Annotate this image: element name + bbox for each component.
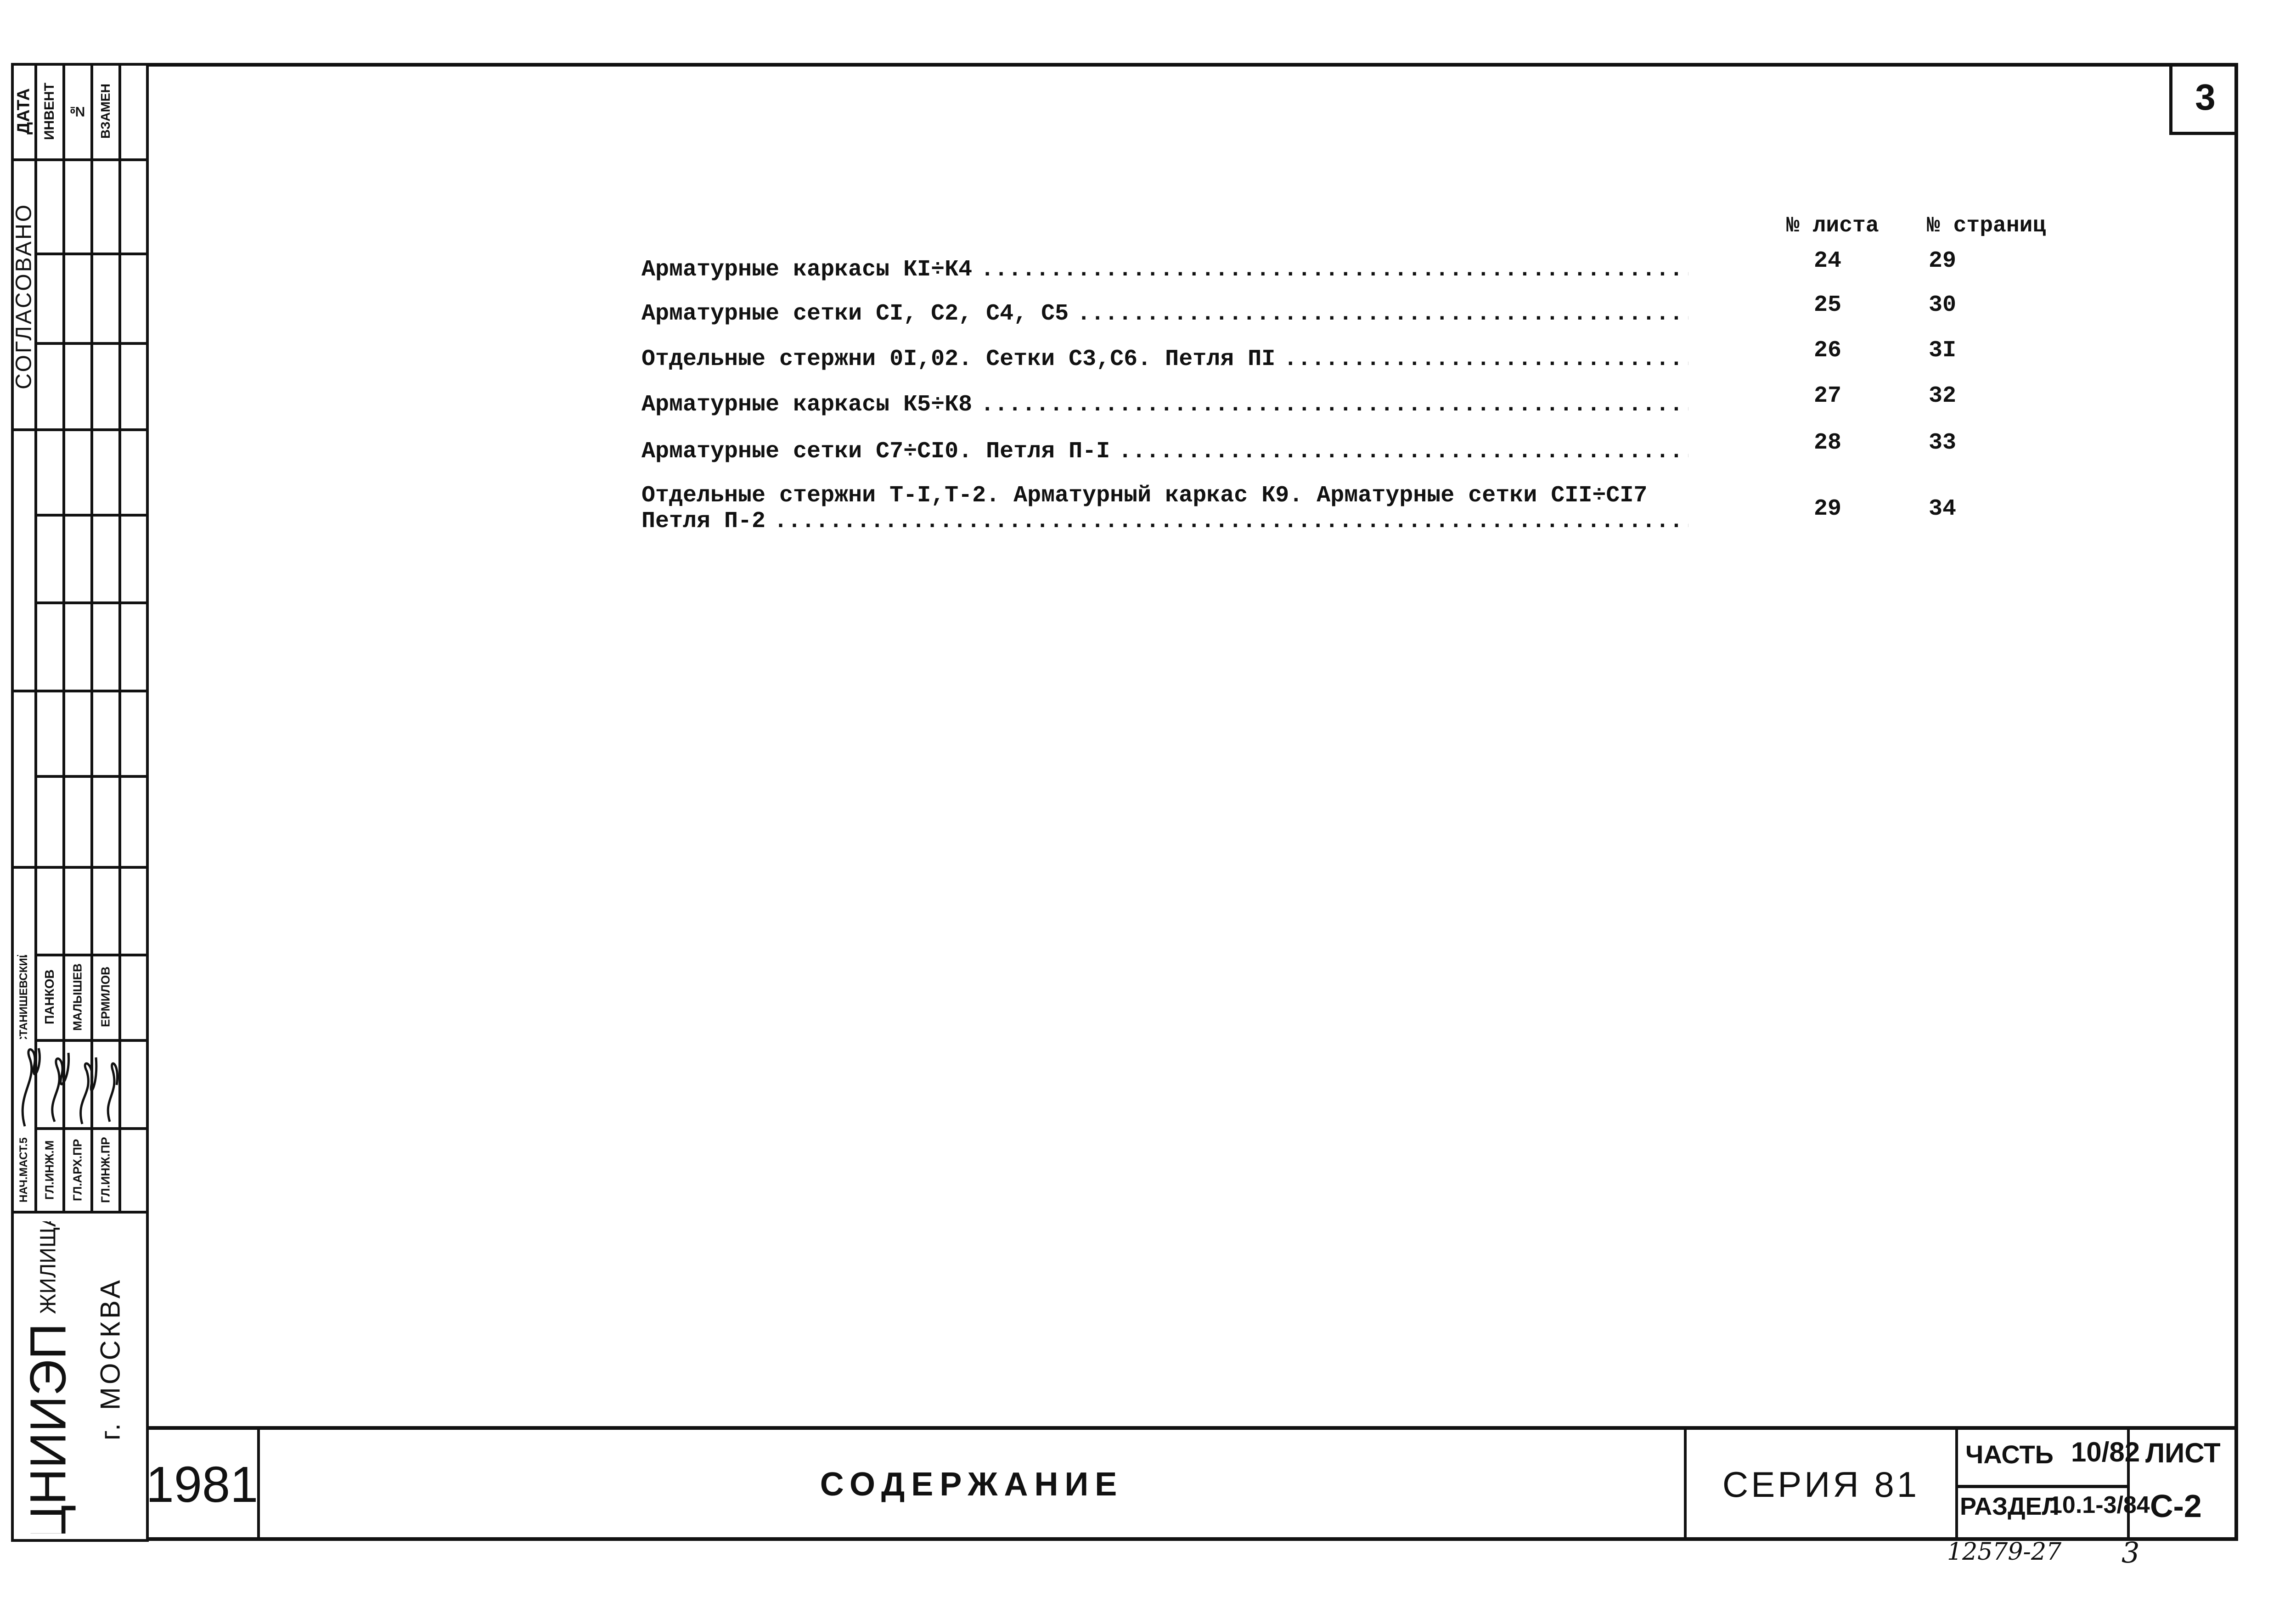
toc-row: Отдельные стержни Т-I,Т-2. Арматурный ка… — [642, 483, 1688, 534]
drawing-frame — [147, 63, 2238, 1541]
invent-label: ИНВЕНТ — [42, 83, 57, 140]
part-value: 10/82 — [2071, 1437, 2140, 1467]
col-sheet-header: № листа — [1786, 214, 1879, 238]
toc-pages-number: 32 — [1929, 383, 1957, 409]
date-label: ДАТА — [14, 88, 34, 135]
toc-row: Арматурные сетки СI, С2, С4, С5.........… — [642, 301, 1688, 327]
toc-entry-title: Арматурные сетки С7÷СI0. Петля П-I — [642, 439, 1110, 465]
toc-sheet-number: 27 — [1814, 383, 1842, 409]
toc-row: Отдельные стержни 0I,02. Сетки С3,С6. Пе… — [642, 347, 1688, 372]
year: 1981 — [146, 1456, 259, 1513]
toc-entry-title: Арматурные сетки СI, С2, С4, С5 — [642, 301, 1069, 327]
sheet-value: С-2 — [2150, 1488, 2202, 1524]
name-2: ПАНКОВ — [42, 969, 56, 1025]
dot-leader: ........................................… — [774, 509, 1688, 534]
toc-sheet-number: 28 — [1814, 430, 1842, 456]
org-name: ЦНИИЭП ЖИЛИЩА — [14, 1221, 83, 1534]
sheet-number-box: 3 — [2169, 63, 2238, 135]
dot-leader: ........................................… — [1283, 347, 1688, 372]
name-4: ЕРМИЛОВ — [98, 967, 113, 1028]
toc-line: Арматурные сетки СI, С2, С4, С5.........… — [642, 301, 1688, 327]
toc-row: Арматурные каркасы КI÷К4................… — [642, 257, 1688, 283]
number-label: № — [70, 104, 85, 119]
toc-pages-number: 3I — [1929, 337, 1957, 364]
dot-leader: ........................................… — [1077, 301, 1688, 327]
toc-entry-title: Отдельные стержни 0I,02. Сетки С3,С6. Пе… — [642, 347, 1276, 372]
toc-pages-number: 30 — [1929, 292, 1957, 318]
toc-line: Арматурные каркасы К5÷К8................… — [642, 392, 1688, 418]
drawing-title: СОДЕРЖАНИЕ — [820, 1466, 1124, 1503]
role-2: ГЛ.ИНЖ.М — [42, 1140, 56, 1200]
toc-entry-title: Арматурные каркасы КI÷К4 — [642, 257, 973, 283]
part-label: ЧАСТЬ — [1965, 1440, 2054, 1469]
toc-line: Петля П-2...............................… — [642, 509, 1688, 534]
toc-pages-number: 33 — [1929, 430, 1957, 456]
toc-line: Отдельные стержни Т-I,Т-2. Арматурный ка… — [642, 483, 1688, 509]
dot-leader: ........................................… — [980, 257, 1688, 283]
signatures — [21, 1048, 118, 1127]
toc-pages-number: 29 — [1929, 248, 1957, 274]
toc-entry-title: Отдельные стержни Т-I,Т-2. Арматурный ка… — [642, 483, 1648, 509]
toc-row: Арматурные каркасы К5÷К8................… — [642, 392, 1688, 418]
toc-line: Арматурные каркасы КI÷К4................… — [642, 257, 1688, 283]
toc-sheet-number: 25 — [1814, 292, 1842, 318]
section-value: 10.1-3/84 — [2049, 1492, 2150, 1518]
toc-line: Арматурные сетки С7÷СI0. Петля П-I......… — [642, 439, 1688, 465]
toc-sheet-number: 24 — [1814, 248, 1842, 274]
sheet-number: 3 — [2195, 77, 2216, 118]
role-3: ГЛ.АРХ.ПР — [70, 1139, 84, 1202]
toc-entry-title: Арматурные каркасы К5÷К8 — [642, 392, 973, 418]
archive-number: 12579-27 — [1947, 1538, 2062, 1566]
dot-leader: ........................................… — [1118, 439, 1688, 465]
org-sub: ЖИЛИЩА — [36, 1221, 61, 1315]
agreed-label: СОГЛАСОВАНО — [13, 202, 35, 390]
role-1: НАЧ.МАСТ.5 — [17, 1137, 30, 1203]
toc-sheet-number: 26 — [1814, 337, 1842, 364]
toc-line: Отдельные стержни 0I,02. Сетки С3,С6. Пе… — [642, 347, 1688, 372]
replace-label: ВЗАМЕН — [98, 84, 113, 139]
footer-page: 3 — [2122, 1536, 2140, 1569]
org-city: г. МОСКВА — [95, 1277, 126, 1441]
name-1: СТАНИШЕВСКИЙ — [17, 955, 30, 1039]
col-pages-header: № страниц — [1927, 214, 2046, 238]
toc-sheet-number: 29 — [1814, 496, 1842, 522]
toc-row: Арматурные сетки С7÷СI0. Петля П-I......… — [642, 439, 1688, 465]
role-4: ГЛ.ИНЖ.ПР — [98, 1137, 113, 1203]
toc-pages-number: 34 — [1929, 496, 1957, 522]
name-3: МАЛЫШЕВ — [70, 963, 84, 1031]
dot-leader: ........................................… — [980, 392, 1688, 418]
sheet-label: ЛИСТ — [2145, 1438, 2221, 1468]
series: СЕРИЯ 81 — [1722, 1464, 1920, 1505]
section-label: РАЗДЕЛ — [1960, 1493, 2060, 1520]
toc-entry-title: Петля П-2 — [642, 509, 766, 534]
org-abbrev: ЦНИИЭП — [20, 1323, 77, 1534]
